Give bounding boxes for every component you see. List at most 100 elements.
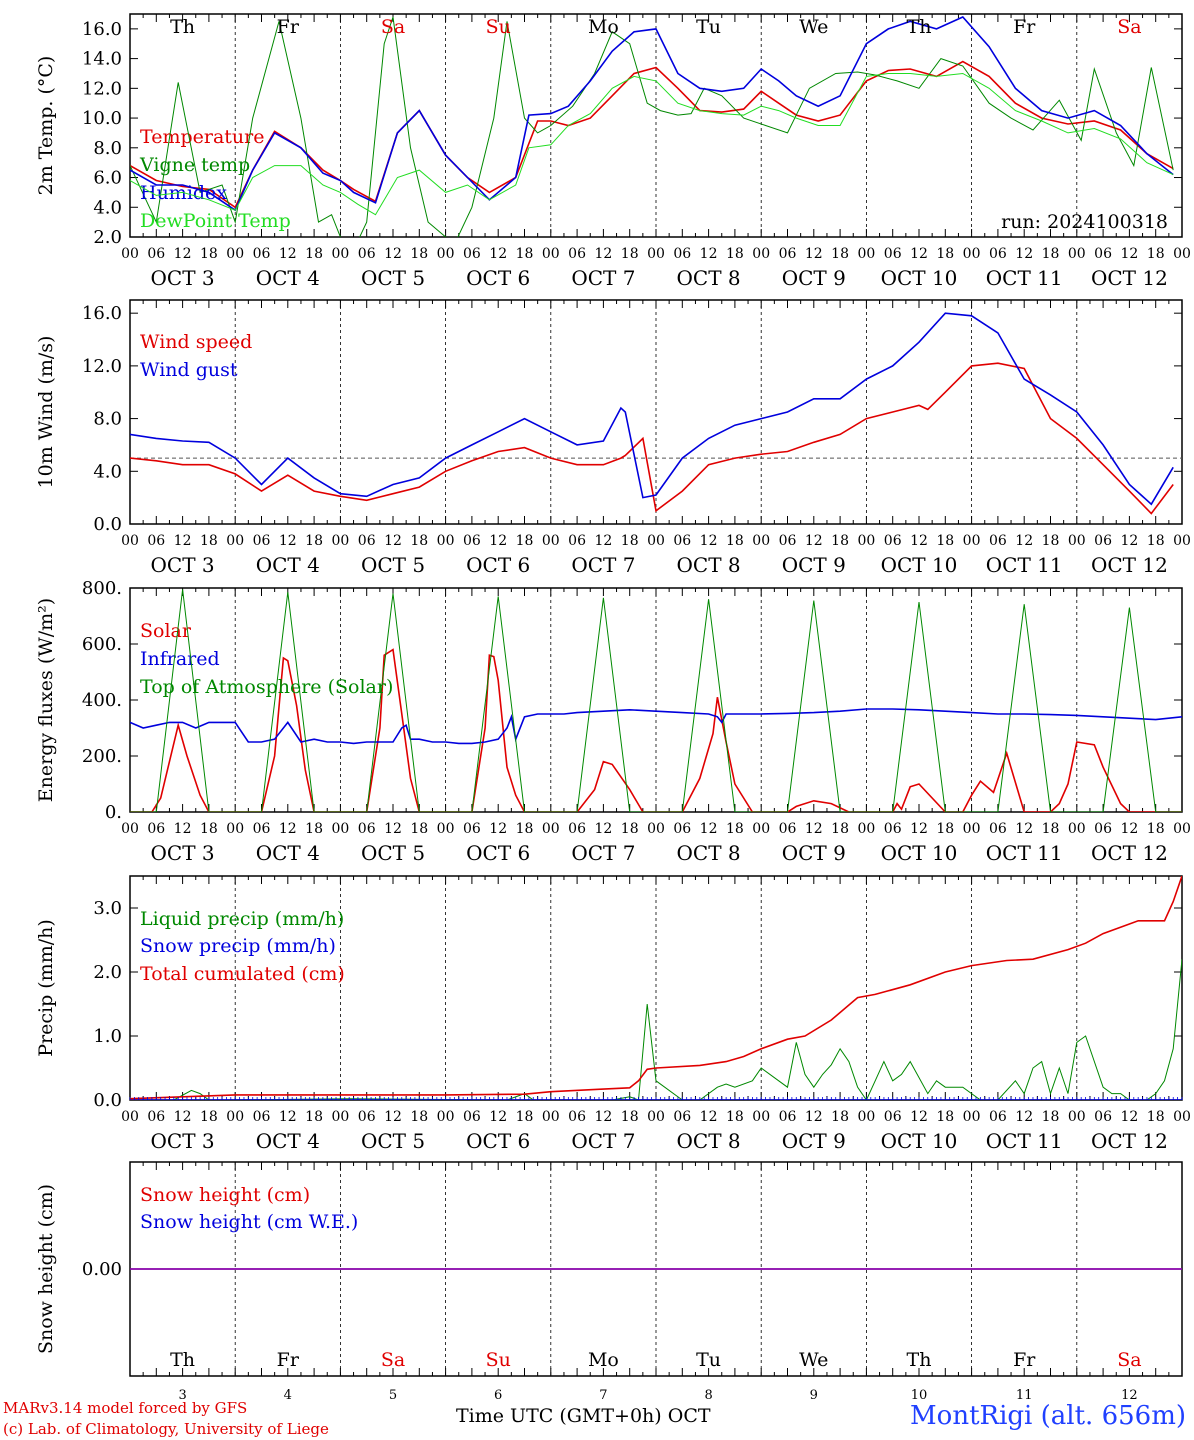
hour-label: 06 <box>253 533 271 549</box>
hour-label: 12 <box>1120 533 1138 549</box>
x-axis-title: Time UTC (GMT+0h) OCT <box>456 1405 711 1427</box>
date-label-4: OCT 7 <box>571 553 635 577</box>
date-label-1: OCT 4 <box>256 553 320 577</box>
hour-label: 18 <box>1147 533 1165 549</box>
hour-label: 18 <box>621 246 639 262</box>
legend-flux-0: Solar <box>140 620 192 642</box>
hour-label: 00 <box>963 533 981 549</box>
date-label-1: OCT 4 <box>256 841 320 865</box>
hour-label: 00 <box>437 1109 455 1125</box>
date-label-5: OCT 8 <box>677 266 741 290</box>
hour-label: 18 <box>200 1109 218 1125</box>
hour-label: 12 <box>489 533 507 549</box>
hour-label: 06 <box>358 821 376 837</box>
series-temp-3 <box>130 72 1174 216</box>
hour-label: 18 <box>410 533 428 549</box>
hour-label: 06 <box>253 246 271 262</box>
series-temp-0 <box>130 60 1174 209</box>
hour-label: 18 <box>200 821 218 837</box>
series-wind-0 <box>130 362 1174 515</box>
legend-precip-1: Snow precip (mm/h) <box>140 935 336 957</box>
hour-label: 06 <box>463 246 481 262</box>
day-number-7: 10 <box>911 1388 928 1403</box>
y-axis-label: 2m Temp. (°C) <box>35 56 57 196</box>
day-name-9: Sa <box>1117 1349 1141 1371</box>
hour-label: 06 <box>1094 1109 1112 1125</box>
date-label-8: OCT 11 <box>986 1129 1063 1153</box>
day-number-0: 3 <box>178 1388 186 1403</box>
hour-label: 06 <box>358 1109 376 1125</box>
hour-label: 12 <box>174 533 192 549</box>
hour-label: 00 <box>226 246 244 262</box>
hour-label: 00 <box>1068 821 1086 837</box>
hour-label: 00 <box>963 1109 981 1125</box>
date-label-2: OCT 5 <box>361 553 425 577</box>
hour-label: 00 <box>857 533 875 549</box>
date-label-2: OCT 5 <box>361 841 425 865</box>
day-name-5: Tu <box>696 16 721 38</box>
hour-label: 06 <box>673 533 691 549</box>
date-label-5: OCT 8 <box>677 553 741 577</box>
day-name-6: We <box>799 1349 828 1371</box>
hour-label: 06 <box>779 821 797 837</box>
hour-label: 00 <box>857 246 875 262</box>
hour-label: 18 <box>516 1109 534 1125</box>
hour-label: 00 <box>331 1109 349 1125</box>
hour-label: 18 <box>1147 246 1165 262</box>
date-label-9: OCT 12 <box>1091 841 1168 865</box>
y-tick-label: 16.0 <box>82 19 122 40</box>
hour-label: 12 <box>384 821 402 837</box>
hour-label: 12 <box>384 246 402 262</box>
hour-label: 00 <box>1068 533 1086 549</box>
hour-label: 06 <box>673 246 691 262</box>
legend-temp-1: Vigne temp <box>139 154 250 176</box>
hour-label: 06 <box>779 533 797 549</box>
day-number-6: 9 <box>810 1388 818 1403</box>
hour-label: 18 <box>831 821 849 837</box>
date-label-7: OCT 10 <box>881 1129 958 1153</box>
y-tick-label: 8.0 <box>93 409 122 430</box>
hour-label: 18 <box>516 821 534 837</box>
hour-label: 12 <box>489 1109 507 1125</box>
hour-label: 06 <box>463 1109 481 1125</box>
hour-label: 00 <box>1173 533 1191 549</box>
hour-label: 00 <box>857 1109 875 1125</box>
legend-flux-1: Infrared <box>140 648 220 670</box>
hour-label: 12 <box>910 246 928 262</box>
y-axis-label: Snow height (cm) <box>35 1184 57 1354</box>
hour-label: 00 <box>647 246 665 262</box>
series-wind-1 <box>130 312 1174 506</box>
hour-label: 00 <box>647 533 665 549</box>
y-tick-label: 600. <box>82 634 122 655</box>
hour-label: 18 <box>516 246 534 262</box>
y-tick-label: 10.0 <box>82 108 122 129</box>
date-label-8: OCT 11 <box>986 841 1063 865</box>
hour-label: 12 <box>594 246 612 262</box>
hour-label: 18 <box>305 1109 323 1125</box>
day-number-4: 7 <box>599 1388 607 1403</box>
day-number-9: 12 <box>1121 1388 1138 1403</box>
hour-label: 18 <box>726 821 744 837</box>
hour-label: 18 <box>621 533 639 549</box>
hour-label: 12 <box>910 533 928 549</box>
hour-label: 00 <box>857 821 875 837</box>
day-number-5: 8 <box>704 1388 712 1403</box>
hour-label: 06 <box>884 246 902 262</box>
hour-label: 06 <box>253 1109 271 1125</box>
hour-label: 12 <box>700 533 718 549</box>
day-name-4: Mo <box>588 1349 619 1371</box>
hour-label: 00 <box>1173 821 1191 837</box>
day-number-3: 6 <box>494 1388 502 1403</box>
hour-label: 18 <box>1042 246 1060 262</box>
date-label-4: OCT 7 <box>571 841 635 865</box>
date-label-8: OCT 11 <box>986 553 1063 577</box>
y-tick-label: 3.0 <box>93 898 122 919</box>
panel-snow: 0.00 Snow height (cm) Snow height (cm) Snow… <box>35 1161 1183 1403</box>
hour-label: 12 <box>279 533 297 549</box>
hour-label: 00 <box>331 246 349 262</box>
hour-label: 12 <box>805 533 823 549</box>
hour-label: 00 <box>752 533 770 549</box>
x-axis-title-text: Time UTC (GMT+0h) <box>456 1405 662 1427</box>
day-name-3: Su <box>486 16 511 38</box>
